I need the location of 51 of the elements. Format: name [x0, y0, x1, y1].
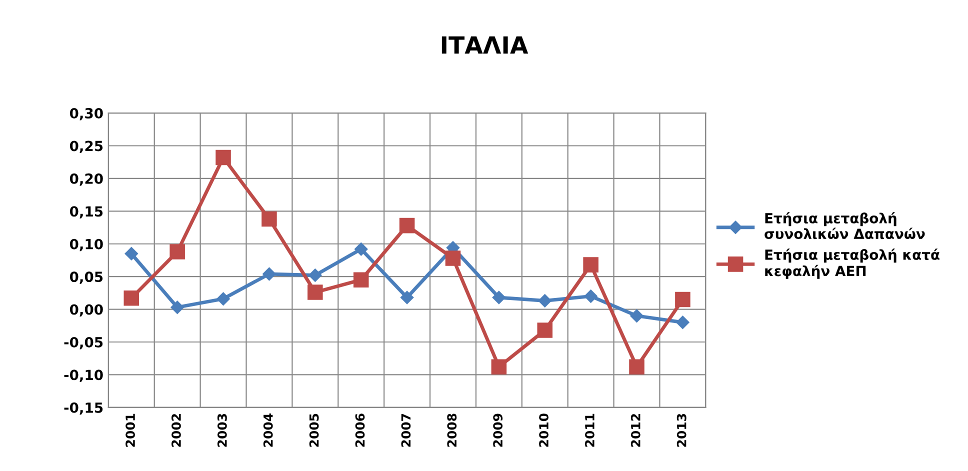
x-tick-label: 2003	[217, 414, 227, 447]
x-tick-label: 2013	[676, 414, 686, 447]
x-tick-label: 2012	[630, 414, 640, 447]
point	[675, 292, 690, 308]
point	[676, 316, 690, 329]
y-tick-label: -0,10	[64, 370, 103, 382]
x-tick-label: 2001	[126, 414, 136, 447]
point	[170, 244, 185, 260]
point	[630, 309, 644, 322]
point	[308, 284, 323, 300]
legend-label: Ετήσια μεταβολή κατά κεφαλήν ΑΕΠ	[765, 248, 940, 279]
x-tick-label: 2006	[355, 414, 365, 447]
point	[170, 300, 184, 314]
point	[400, 290, 414, 304]
x-tick-label: 2011	[584, 414, 594, 447]
y-tick-label: 0,20	[70, 173, 103, 186]
y-tick-label: 0,30	[70, 108, 103, 120]
point	[308, 268, 322, 282]
y-tick-label: 0,25	[70, 140, 103, 153]
y-tick-label: -0,15	[64, 402, 103, 415]
x-tick-label: 2004	[263, 414, 273, 447]
point	[399, 218, 415, 234]
point	[492, 290, 506, 304]
y-tick-label: 0,15	[70, 206, 103, 218]
point	[491, 359, 507, 374]
point	[354, 242, 368, 256]
point	[124, 247, 138, 260]
chart-title: ΙΤΑΛΙΑ	[442, 36, 528, 54]
x-tick-label: 2005	[309, 414, 319, 447]
point	[584, 290, 598, 303]
y-tick-label: 0,10	[70, 238, 103, 252]
x-tick-label: 2010	[539, 414, 548, 447]
point	[262, 267, 276, 281]
point	[537, 322, 553, 338]
x-tick-label: 2008	[447, 414, 457, 447]
point	[538, 294, 552, 308]
point	[629, 359, 644, 374]
legend-label: Ετήσια μεταβολή συνολικών Δαπανών	[764, 212, 925, 240]
point	[583, 257, 598, 272]
point	[445, 250, 461, 266]
y-tick-label: 0,00	[70, 304, 103, 317]
x-tick-label: 2007	[401, 414, 411, 447]
point	[216, 292, 230, 306]
x-tick-label: 2009	[493, 414, 503, 447]
y-tick-label: 0,05	[70, 272, 103, 284]
x-tick-label: 2002	[172, 414, 181, 447]
point	[124, 290, 140, 306]
point	[353, 272, 369, 288]
y-tick-label: -0,05	[64, 336, 103, 350]
point	[262, 211, 277, 227]
point	[216, 150, 231, 166]
